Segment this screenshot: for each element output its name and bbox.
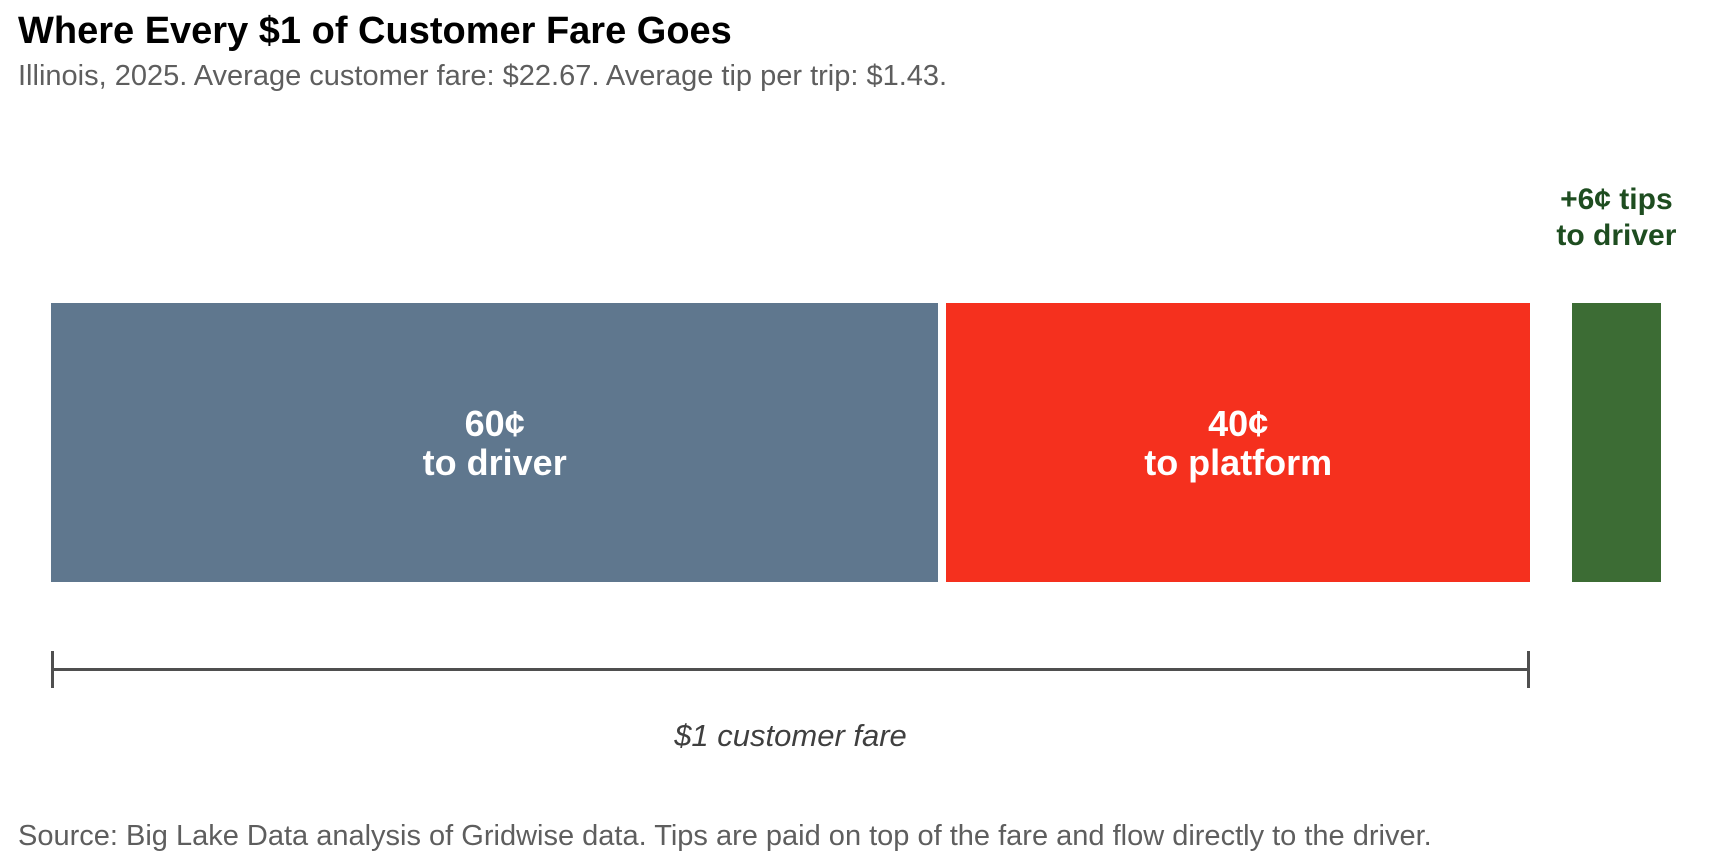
fare-axis-bracket: [51, 651, 1530, 688]
tips-annotation-name: to driver: [1556, 219, 1677, 252]
driver-segment-label: 60¢ to driver: [423, 404, 567, 482]
tips-segment: [1572, 303, 1661, 582]
driver-segment-value: 60¢: [464, 402, 525, 444]
chart-subtitle: Illinois, 2025. Average customer fare: $…: [18, 60, 948, 92]
platform-segment: 40¢ to platform: [946, 303, 1530, 582]
driver-segment: 60¢ to driver: [51, 303, 939, 582]
tips-annotation: +6¢ tips to driver: [1556, 182, 1676, 254]
source-note: Source: Big Lake Data analysis of Gridwi…: [18, 820, 1432, 852]
chart-title: Where Every $1 of Customer Fare Goes: [18, 10, 732, 52]
driver-segment-name: to driver: [422, 441, 567, 483]
platform-segment-name: to platform: [1144, 441, 1333, 483]
platform-segment-value: 40¢: [1208, 402, 1269, 444]
fare-axis-label: $1 customer fare: [674, 718, 907, 753]
fare-axis-bracket-line: [51, 668, 1530, 671]
fare-bar-track: 60¢ to driver 40¢ to platform +6¢ tips t…: [51, 183, 1676, 582]
tips-annotation-value: +6¢ tips: [1560, 183, 1673, 216]
platform-segment-label: 40¢ to platform: [1144, 404, 1332, 482]
